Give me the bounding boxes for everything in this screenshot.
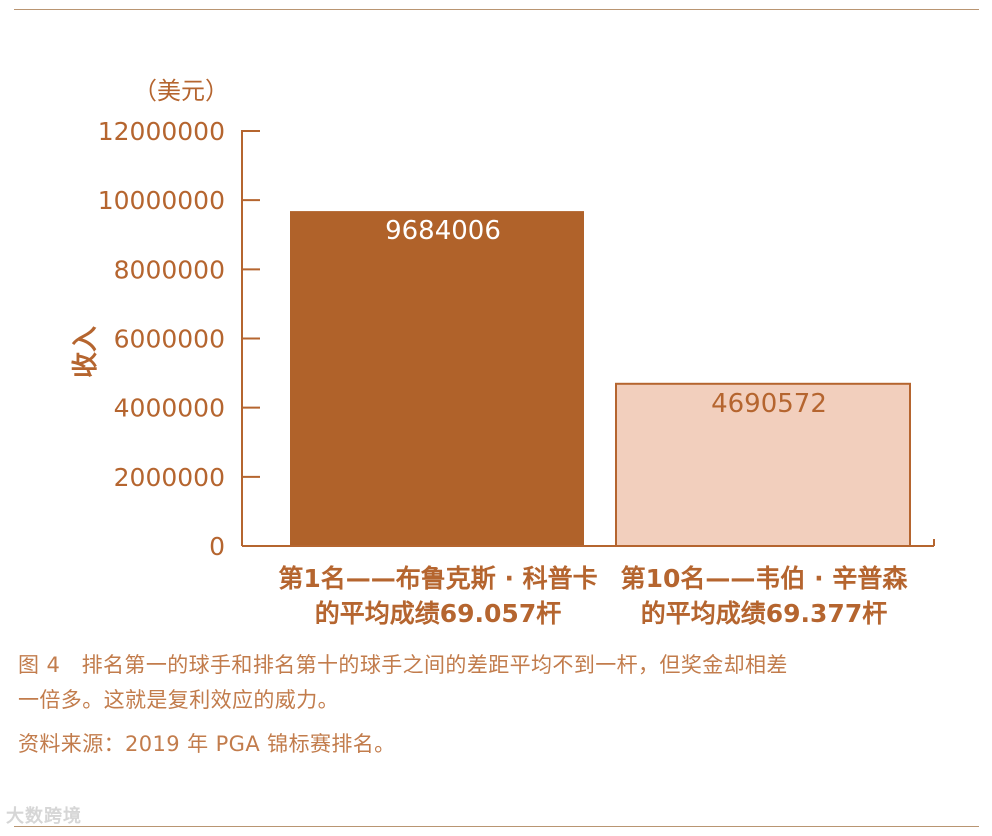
- y-tick-label: 6000000: [114, 325, 225, 354]
- y-tick-label: 8000000: [114, 255, 225, 284]
- category-label-1-line-1: 第1名——布鲁克斯 · 科普卡: [278, 564, 597, 593]
- y-axis-ticks: 12000000 10000000 8000000 6000000 4000000 200…: [98, 117, 260, 561]
- y-tick-label: 12000000: [98, 117, 225, 146]
- y-tick-label: 2000000: [114, 463, 225, 492]
- watermark: 大数跨境: [6, 806, 82, 827]
- caption-line-2: 一倍多。这就是复利效应的威力。: [18, 688, 339, 712]
- y-axis-label: 收入: [71, 326, 101, 378]
- data-labels: 9684006 4690572: [385, 216, 827, 419]
- y-tick-label: 10000000: [98, 186, 225, 215]
- category-label-2-line-1: 第10名——韦伯 · 辛普森: [621, 564, 909, 593]
- bar-2: [615, 382, 911, 548]
- bar-1: [290, 211, 584, 546]
- top-rule: [14, 9, 979, 10]
- bars: [290, 211, 911, 548]
- category-label-2-line-2: 的平均成绩69.377杆: [641, 599, 887, 628]
- unit-label: （美元）: [133, 77, 229, 105]
- category-label-1-line-2: 的平均成绩69.057杆: [315, 599, 561, 628]
- y-tick-label: 4000000: [114, 394, 225, 423]
- caption-line-1: 图 4 排名第一的球手和排名第十的球手之间的差距平均不到一杆，但奖金却相差: [18, 653, 788, 677]
- data-label-1: 9684006: [385, 216, 501, 246]
- caption-source: 资料来源：2019 年 PGA 锦标赛排名。: [18, 732, 396, 756]
- y-tick-label: 0: [209, 532, 225, 561]
- data-label-2: 4690572: [711, 389, 827, 419]
- bottom-rule: [14, 826, 979, 827]
- bar-chart: （美元） 收入 12000000 10000000 8000000 6000000 40…: [71, 77, 935, 628]
